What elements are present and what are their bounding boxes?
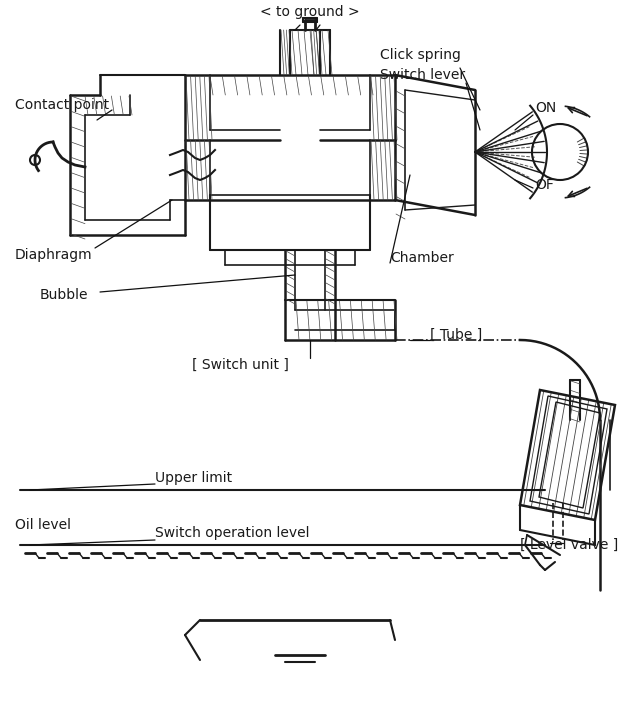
Text: Oil level: Oil level [15, 518, 71, 532]
Text: Switch operation level: Switch operation level [155, 526, 309, 540]
Text: Switch lever: Switch lever [380, 68, 465, 82]
Text: Contact point: Contact point [15, 98, 109, 112]
Text: Upper limit: Upper limit [155, 471, 232, 485]
Text: Click spring: Click spring [380, 48, 461, 62]
Text: Diaphragm: Diaphragm [15, 248, 93, 262]
Text: [ Level valve ]: [ Level valve ] [520, 538, 618, 552]
Text: OF: OF [535, 178, 554, 192]
Text: < to ground >: < to ground > [260, 5, 360, 19]
Text: [ Tube ]: [ Tube ] [430, 328, 483, 342]
Text: Chamber: Chamber [390, 251, 454, 265]
Text: ON: ON [535, 101, 556, 115]
Text: [ Switch unit ]: [ Switch unit ] [191, 358, 288, 372]
Text: Bubble: Bubble [40, 288, 89, 302]
